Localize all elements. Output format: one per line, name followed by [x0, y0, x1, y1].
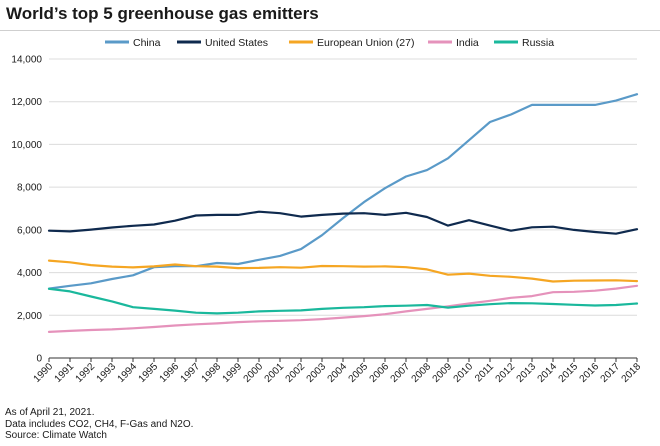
x-tick-label: 2014 [536, 361, 560, 385]
series-line-russia [47, 287, 639, 315]
y-tick-label: 12,000 [11, 97, 42, 108]
x-tick-label: 1994 [116, 361, 140, 385]
x-tick-label: 2007 [389, 361, 413, 385]
series-line-united-states [47, 210, 639, 235]
footnote-date: As of April 21, 2021. [5, 407, 95, 418]
x-tick-label: 2004 [326, 361, 350, 385]
x-tick-label: 2011 [473, 361, 496, 384]
title-divider [0, 30, 660, 31]
x-tick-label: 2009 [431, 361, 455, 385]
chart-footnotes: As of April 21, 2021. Data includes CO2,… [5, 407, 193, 442]
line-chart: 0 2,000 4,000 6,000 8,000 10,000 12,000 14,000 1… [11, 37, 644, 385]
series-line-china [47, 93, 639, 290]
x-tick-label: 1990 [32, 361, 56, 385]
x-tick-label: 2005 [347, 361, 371, 385]
x-tick-label: 2000 [242, 361, 266, 385]
x-tick-label: 1992 [74, 361, 98, 385]
y-tick-label: 4,000 [17, 268, 42, 279]
y-tick-label: 6,000 [17, 225, 42, 236]
y-tick-label: 10,000 [11, 140, 42, 151]
legend-label: European Union (27) [317, 37, 414, 49]
x-tick-label: 2006 [368, 361, 392, 385]
x-tick-label: 2008 [410, 361, 434, 385]
x-tick-label: 1996 [158, 361, 182, 385]
x-tick-label: 2016 [578, 361, 602, 385]
x-tick-label: 2017 [599, 361, 623, 385]
x-tick-label: 1997 [179, 361, 203, 385]
x-tick-label: 2010 [452, 361, 476, 385]
legend-label: China [133, 37, 161, 49]
series-line-india [47, 284, 639, 333]
x-tick-label: 2003 [305, 361, 329, 385]
legend-label: India [456, 37, 479, 49]
x-tick-label: 2015 [557, 361, 581, 385]
y-tick-label: 0 [36, 354, 42, 365]
y-tick-label: 8,000 [17, 183, 42, 194]
series-line-european-union-27 [47, 259, 639, 283]
legend-label: Russia [522, 37, 554, 49]
x-tick-label: 1993 [95, 361, 119, 385]
x-tick-label: 2013 [515, 361, 539, 385]
x-tick-label: 1999 [221, 361, 245, 385]
footnote-data-note: Data includes CO2, CH4, F-Gas and N2O. [5, 418, 194, 430]
x-tick-label: 1991 [53, 361, 77, 385]
y-tick-label: 2,000 [17, 311, 42, 322]
chart-title: World’s top 5 greenhouse gas emitters [6, 4, 319, 23]
x-tick-label: 2018 [620, 361, 644, 385]
x-tick-label: 2012 [494, 361, 518, 385]
y-tick-label: 14,000 [11, 55, 42, 66]
x-tick-label: 2002 [284, 361, 308, 385]
legend-label: United States [205, 37, 268, 49]
x-tick-label: 1998 [200, 361, 224, 385]
x-tick-label: 1995 [137, 361, 161, 385]
x-tick-label: 2001 [263, 361, 287, 385]
footnote-source: Source: Climate Watch [5, 430, 107, 441]
